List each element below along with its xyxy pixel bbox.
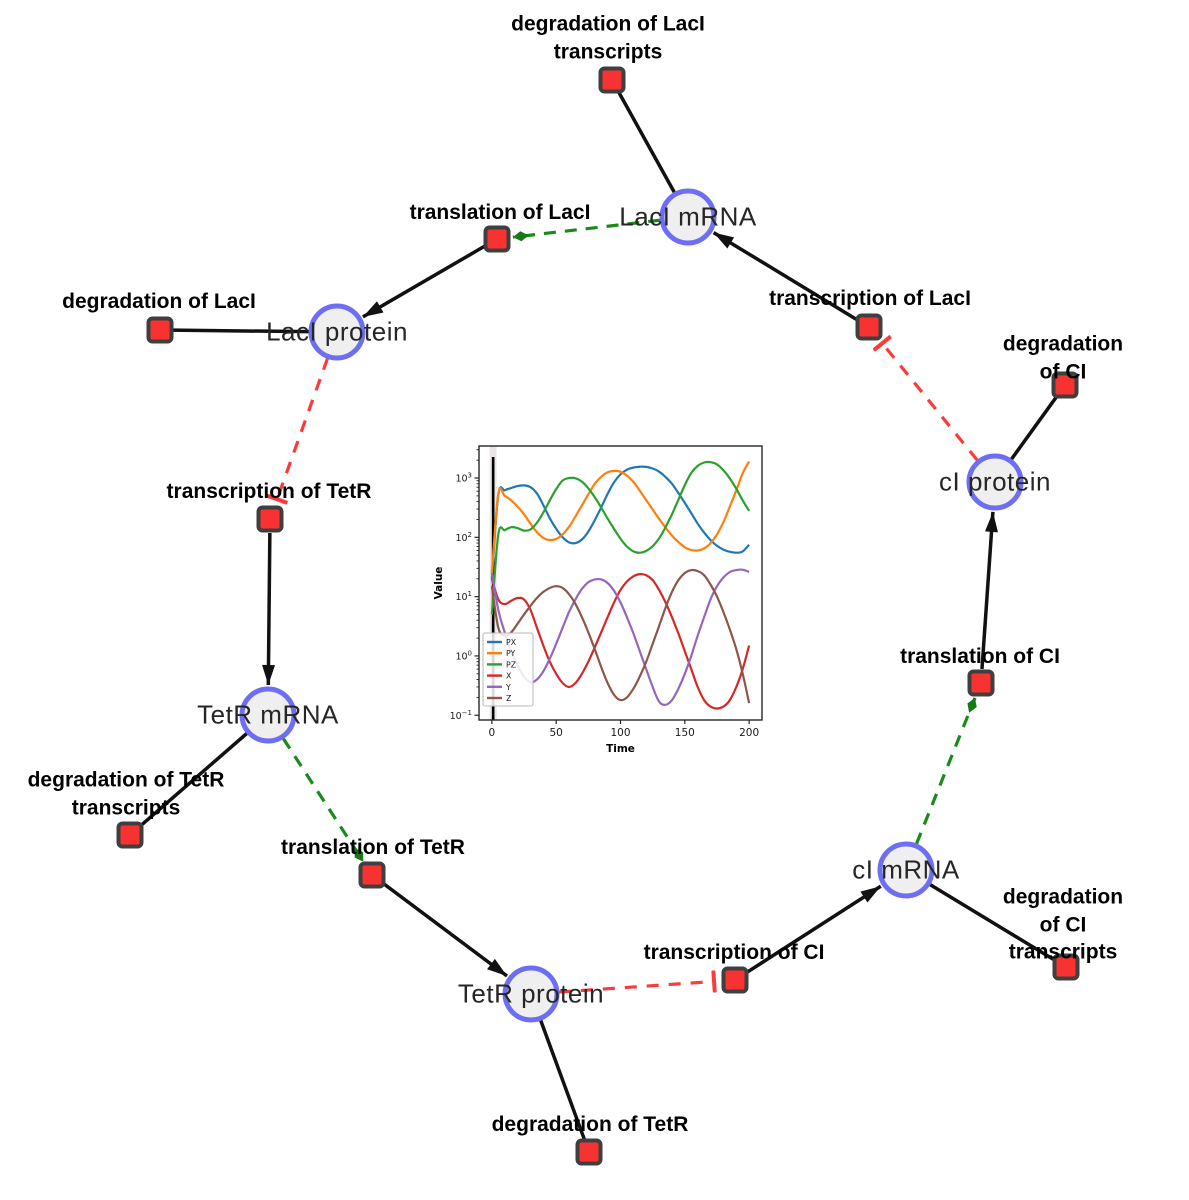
species-node-ci-protein[interactable] — [966, 453, 1024, 511]
edge-production-translation-tetr-tetr-protein — [382, 881, 509, 978]
reaction-node-translation-tetr[interactable] — [358, 861, 386, 889]
species-label-tetr-protein: TetR protein — [457, 978, 605, 1009]
edge-consumption-ci-mrna-deg-ci-transcripts — [929, 883, 1056, 962]
series-line-Z — [490, 568, 751, 704]
reaction-node-deg-ci-transcripts[interactable] — [1052, 953, 1080, 981]
edge-inhibition-ci-protein-transcription-laci — [882, 343, 979, 462]
reaction-node-transcription-laci[interactable] — [855, 313, 883, 341]
y-tick-label: 10−1 — [450, 709, 472, 722]
species-node-laci-protein[interactable] — [308, 303, 366, 361]
edge-consumption-ci-protein-deg-ci — [1009, 394, 1059, 461]
reaction-label-transcription-ci: transcription of CI — [643, 941, 825, 965]
legend-label-Z: Z — [506, 694, 511, 703]
edge-modifier-ci-mrna-translation-ci — [914, 697, 977, 845]
edge-consumption-laci-mrna-deg-laci-transcripts — [616, 90, 676, 194]
reaction-label-transcription-laci: transcription of LacI — [769, 287, 971, 311]
legend-label-PY: PY — [506, 649, 516, 658]
edge-inhibition-laci-protein-transcription-tetr — [277, 357, 330, 499]
time-series-plot: 0 50 100 150 200 Time 10−1 100 101 102 103 Value PX P… — [433, 445, 763, 755]
species-node-laci-mrna[interactable] — [659, 188, 717, 246]
edge-modifier-laci-mrna-translation-laci — [512, 218, 661, 242]
x-tick-label: 100 — [610, 727, 630, 739]
species-node-tetr-mrna[interactable] — [239, 686, 297, 744]
legend-label-Y: Y — [505, 683, 511, 692]
reaction-label-translation-ci: translation of CI — [900, 645, 1060, 669]
x-tick-label: 50 — [549, 727, 562, 739]
y-tick-label: 102 — [455, 531, 472, 544]
y-axis-title: Value — [433, 567, 445, 600]
edge-production-transcription-tetr-tetr-mrna — [262, 532, 276, 686]
reaction-label-deg-laci-transcripts: degradation of LacI transcripts — [511, 12, 705, 63]
reaction-node-deg-tetr[interactable] — [575, 1138, 603, 1166]
legend-label-X: X — [506, 672, 512, 681]
reaction-node-deg-laci-transcripts[interactable] — [598, 66, 626, 94]
edge-inhibition-tetr-protein-transcription-ci — [558, 981, 714, 994]
edge-modifier-tetr-mrna-translation-tetr — [281, 737, 365, 863]
species-label-ci-mrna: cI mRNA — [852, 854, 960, 885]
reaction-label-deg-ci: degradation of CI — [1002, 332, 1124, 383]
time-series-inset-chart: 0 50 100 150 200 Time 10−1 100 101 102 103 Value PX P… — [424, 433, 780, 761]
x-tick-label: 200 — [739, 727, 759, 739]
x-tick-label: 150 — [675, 727, 695, 739]
reaction-label-deg-tetr: degradation of TetR — [491, 1113, 689, 1137]
y-tick-label: 101 — [455, 590, 472, 603]
species-label-ci-protein: cI protein — [939, 466, 1051, 497]
species-label-tetr-mrna: TetR mRNA — [197, 699, 339, 730]
edge-production-translation-ci-ci-protein — [980, 511, 999, 670]
reaction-node-deg-tetr-transcripts[interactable] — [116, 821, 144, 849]
reaction-label-transcription-tetr: transcription of TetR — [166, 480, 372, 504]
series-line-PY — [490, 460, 751, 574]
series-line-Y — [490, 568, 750, 706]
reaction-label-translation-laci: translation of LacI — [409, 201, 591, 225]
species-label-laci-mrna: LacI mRNA — [619, 201, 757, 232]
edge-consumption-tetr-mrna-deg-tetr-transcripts — [138, 732, 249, 828]
reaction-node-transcription-tetr[interactable] — [256, 505, 284, 533]
edge-consumption-tetr-protein-deg-tetr — [539, 1019, 587, 1141]
legend-label-PX: PX — [506, 638, 517, 647]
x-tick-label: 0 — [489, 727, 496, 739]
series-line-X — [490, 572, 751, 710]
series-line-PZ — [490, 460, 751, 615]
edge-production-transcription-ci-ci-mrna — [745, 884, 882, 974]
reaction-label-deg-laci: degradation of LacI — [62, 290, 256, 314]
y-tick-label: 103 — [455, 472, 472, 485]
series-line-PX — [490, 465, 750, 579]
reaction-node-translation-laci[interactable] — [483, 225, 511, 253]
y-tick-label: 100 — [455, 649, 472, 662]
reaction-node-deg-laci[interactable] — [146, 316, 174, 344]
legend-label-PZ: PZ — [506, 660, 516, 669]
reaction-node-transcription-ci[interactable] — [721, 966, 749, 994]
species-label-laci-protein: LacI protein — [266, 316, 408, 347]
reaction-label-deg-ci-transcripts: degradation of CI transcripts — [1002, 885, 1124, 964]
reaction-label-translation-tetr: translation of TetR — [281, 836, 465, 860]
edge-production-translation-laci-laci-protein — [362, 244, 486, 319]
species-node-tetr-protein[interactable] — [502, 965, 560, 1023]
x-axis-title: Time — [606, 743, 635, 755]
species-node-ci-mrna[interactable] — [877, 841, 935, 899]
reaction-node-translation-ci[interactable] — [967, 669, 995, 697]
reaction-node-deg-ci[interactable] — [1051, 371, 1079, 399]
edge-production-transcription-laci-laci-mrna — [712, 231, 858, 322]
reaction-label-deg-tetr-transcripts: degradation of TetR transcripts — [27, 768, 225, 819]
edge-consumption-laci-protein-deg-laci — [172, 328, 310, 334]
